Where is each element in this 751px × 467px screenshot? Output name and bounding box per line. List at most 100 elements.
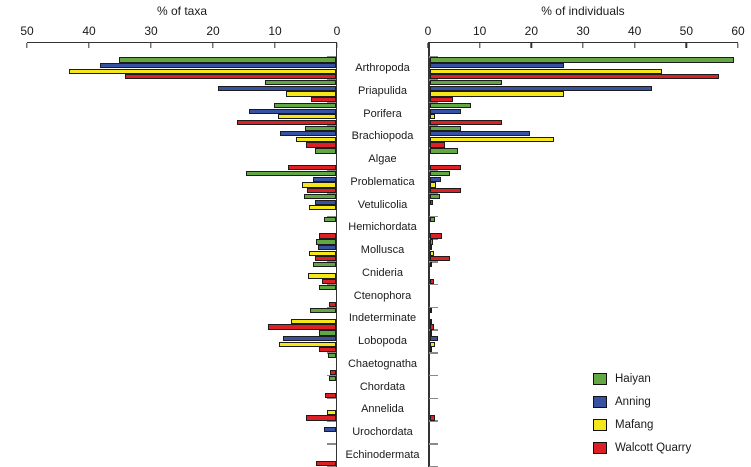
bar-group-arthropoda <box>429 57 740 80</box>
legend-label-mafang: Mafang <box>615 418 654 431</box>
bar-anning-priapulida <box>429 85 652 91</box>
bar-group-mollusca <box>26 239 336 262</box>
axis-tick <box>633 43 636 48</box>
legend-swatch-haiyan <box>593 372 607 385</box>
category-separator-tick <box>327 147 336 149</box>
bar-group-annelida <box>429 398 740 421</box>
bar-group-algae <box>429 148 740 171</box>
bar-walcott-quarry-brachiopoda <box>305 142 336 148</box>
axis-tick-label: 40 <box>82 24 96 38</box>
bar-group-indeterminate <box>429 307 740 330</box>
bar-anning-lobopoda <box>429 336 439 342</box>
bar-walcott-quarry-cnideria <box>321 278 336 285</box>
left-axis-title: % of taxa <box>156 4 208 18</box>
bar-group-problematica <box>26 171 336 194</box>
bar-haiyan-arthropoda <box>429 57 735 63</box>
bar-mafang-arthropoda <box>429 68 662 74</box>
category-separator-tick <box>327 101 336 104</box>
bar-haiyan-brachiopoda <box>305 125 336 131</box>
bar-group-ctenophora <box>430 285 740 308</box>
right-zero-baseline <box>428 42 430 467</box>
bar-walcott-quarry-mollusca <box>429 256 451 262</box>
category-label-arthropoda: Arthropoda <box>355 62 410 74</box>
axis-tick-label: 50 <box>20 24 34 38</box>
bar-mafang-priapulida <box>286 91 336 97</box>
axis-tick <box>88 43 90 48</box>
category-label-mollusca: Mollusca <box>360 244 405 256</box>
bar-walcott-quarry-indeterminate <box>429 324 434 330</box>
legend-swatch-anning <box>593 395 607 408</box>
bar-mafang-problematica <box>301 182 336 188</box>
category-separator-tick <box>327 374 336 377</box>
category-label-vetulicolia: Vetulicolia <box>357 198 408 211</box>
legend-item-anning: Anning <box>593 395 691 408</box>
bar-walcott-quarry-annelida <box>429 415 435 421</box>
category-separator-tick <box>327 443 336 445</box>
bar-group-lobopoda <box>429 330 740 353</box>
bar-group-brachiopoda <box>429 125 740 148</box>
bar-anning-urochordata <box>323 427 336 433</box>
bar-group-chaetognatha <box>26 353 336 376</box>
bar-group-porifera <box>26 102 336 126</box>
category-separator-tick <box>327 306 336 308</box>
category-separator-tick <box>429 261 438 263</box>
category-label-ctenophora: Ctenophora <box>353 289 412 302</box>
bar-group-chordata <box>26 375 336 399</box>
bar-group-porifera <box>429 102 740 126</box>
category-separator-tick <box>327 215 336 217</box>
bar-mafang-brachiopoda <box>429 136 554 142</box>
axis-tick-label: 40 <box>627 24 642 38</box>
bar-walcott-quarry-chordata <box>325 392 336 398</box>
category-separator-tick <box>429 420 438 422</box>
category-label-porifera: Porifera <box>363 107 402 120</box>
legend-label-walcott-quarry: Walcott Quarry <box>615 441 692 454</box>
axis-tick-label: 10 <box>268 24 282 38</box>
bar-walcott-quarry-cnideria <box>429 278 434 285</box>
bar-haiyan-indeterminate <box>429 307 432 313</box>
bar-mafang-porifera <box>278 114 336 120</box>
bar-haiyan-problematica <box>429 171 451 177</box>
bar-walcott-quarry-chaetognatha <box>330 369 336 376</box>
bar-group-hemichordata <box>429 216 740 239</box>
category-separator-tick <box>429 465 438 467</box>
category-separator-tick <box>327 420 336 422</box>
category-separator-tick <box>429 283 438 286</box>
right-axis-title: % of individuals <box>541 4 625 18</box>
axis-tick-label: 20 <box>206 24 220 38</box>
bar-group-priapulida <box>429 80 740 103</box>
bar-mafang-mollusca <box>308 250 336 256</box>
category-separator-tick <box>429 306 438 308</box>
category-separator-tick <box>429 101 438 104</box>
category-labels-column: Arthropoda Priapulida Porifera Brachiopoda A… <box>337 57 428 467</box>
bar-mafang-indeterminate <box>429 318 432 324</box>
bar-haiyan-porifera <box>429 102 471 109</box>
category-separator-tick <box>429 147 438 149</box>
category-separator-tick <box>327 283 336 286</box>
left-zero-baseline <box>335 42 338 467</box>
legend-label-haiyan: Haiyan <box>615 372 651 385</box>
category-separator-tick <box>327 192 336 195</box>
bar-walcott-quarry-porifera <box>429 119 502 125</box>
bar-walcott-quarry-problematica <box>429 187 461 194</box>
axis-tick-label: 10 <box>472 24 487 38</box>
bar-haiyan-priapulida <box>264 80 336 86</box>
category-separator-tick <box>327 79 336 81</box>
bar-mafang-mollusca <box>429 250 435 256</box>
bar-walcott-quarry-annelida <box>306 415 336 421</box>
bar-haiyan-cnideria <box>313 262 336 268</box>
bar-walcott-quarry-arthropoda <box>125 74 336 80</box>
axis-tick <box>150 43 152 48</box>
bar-haiyan-mollusca <box>429 239 434 245</box>
axis-tick-label: 20 <box>524 24 539 38</box>
category-label-echinodermata: Echinodermata <box>345 448 420 461</box>
axis-tick <box>478 43 481 48</box>
bar-walcott-quarry-porifera <box>236 119 336 125</box>
bar-group-arthropoda <box>26 57 336 80</box>
axis-tick <box>274 43 276 48</box>
category-separator-tick <box>429 56 438 58</box>
axis-tick <box>737 43 739 48</box>
bar-mafang-indeterminate <box>290 318 336 324</box>
bar-walcott-quarry-hemichordata <box>319 233 336 239</box>
category-separator-tick <box>429 124 438 126</box>
